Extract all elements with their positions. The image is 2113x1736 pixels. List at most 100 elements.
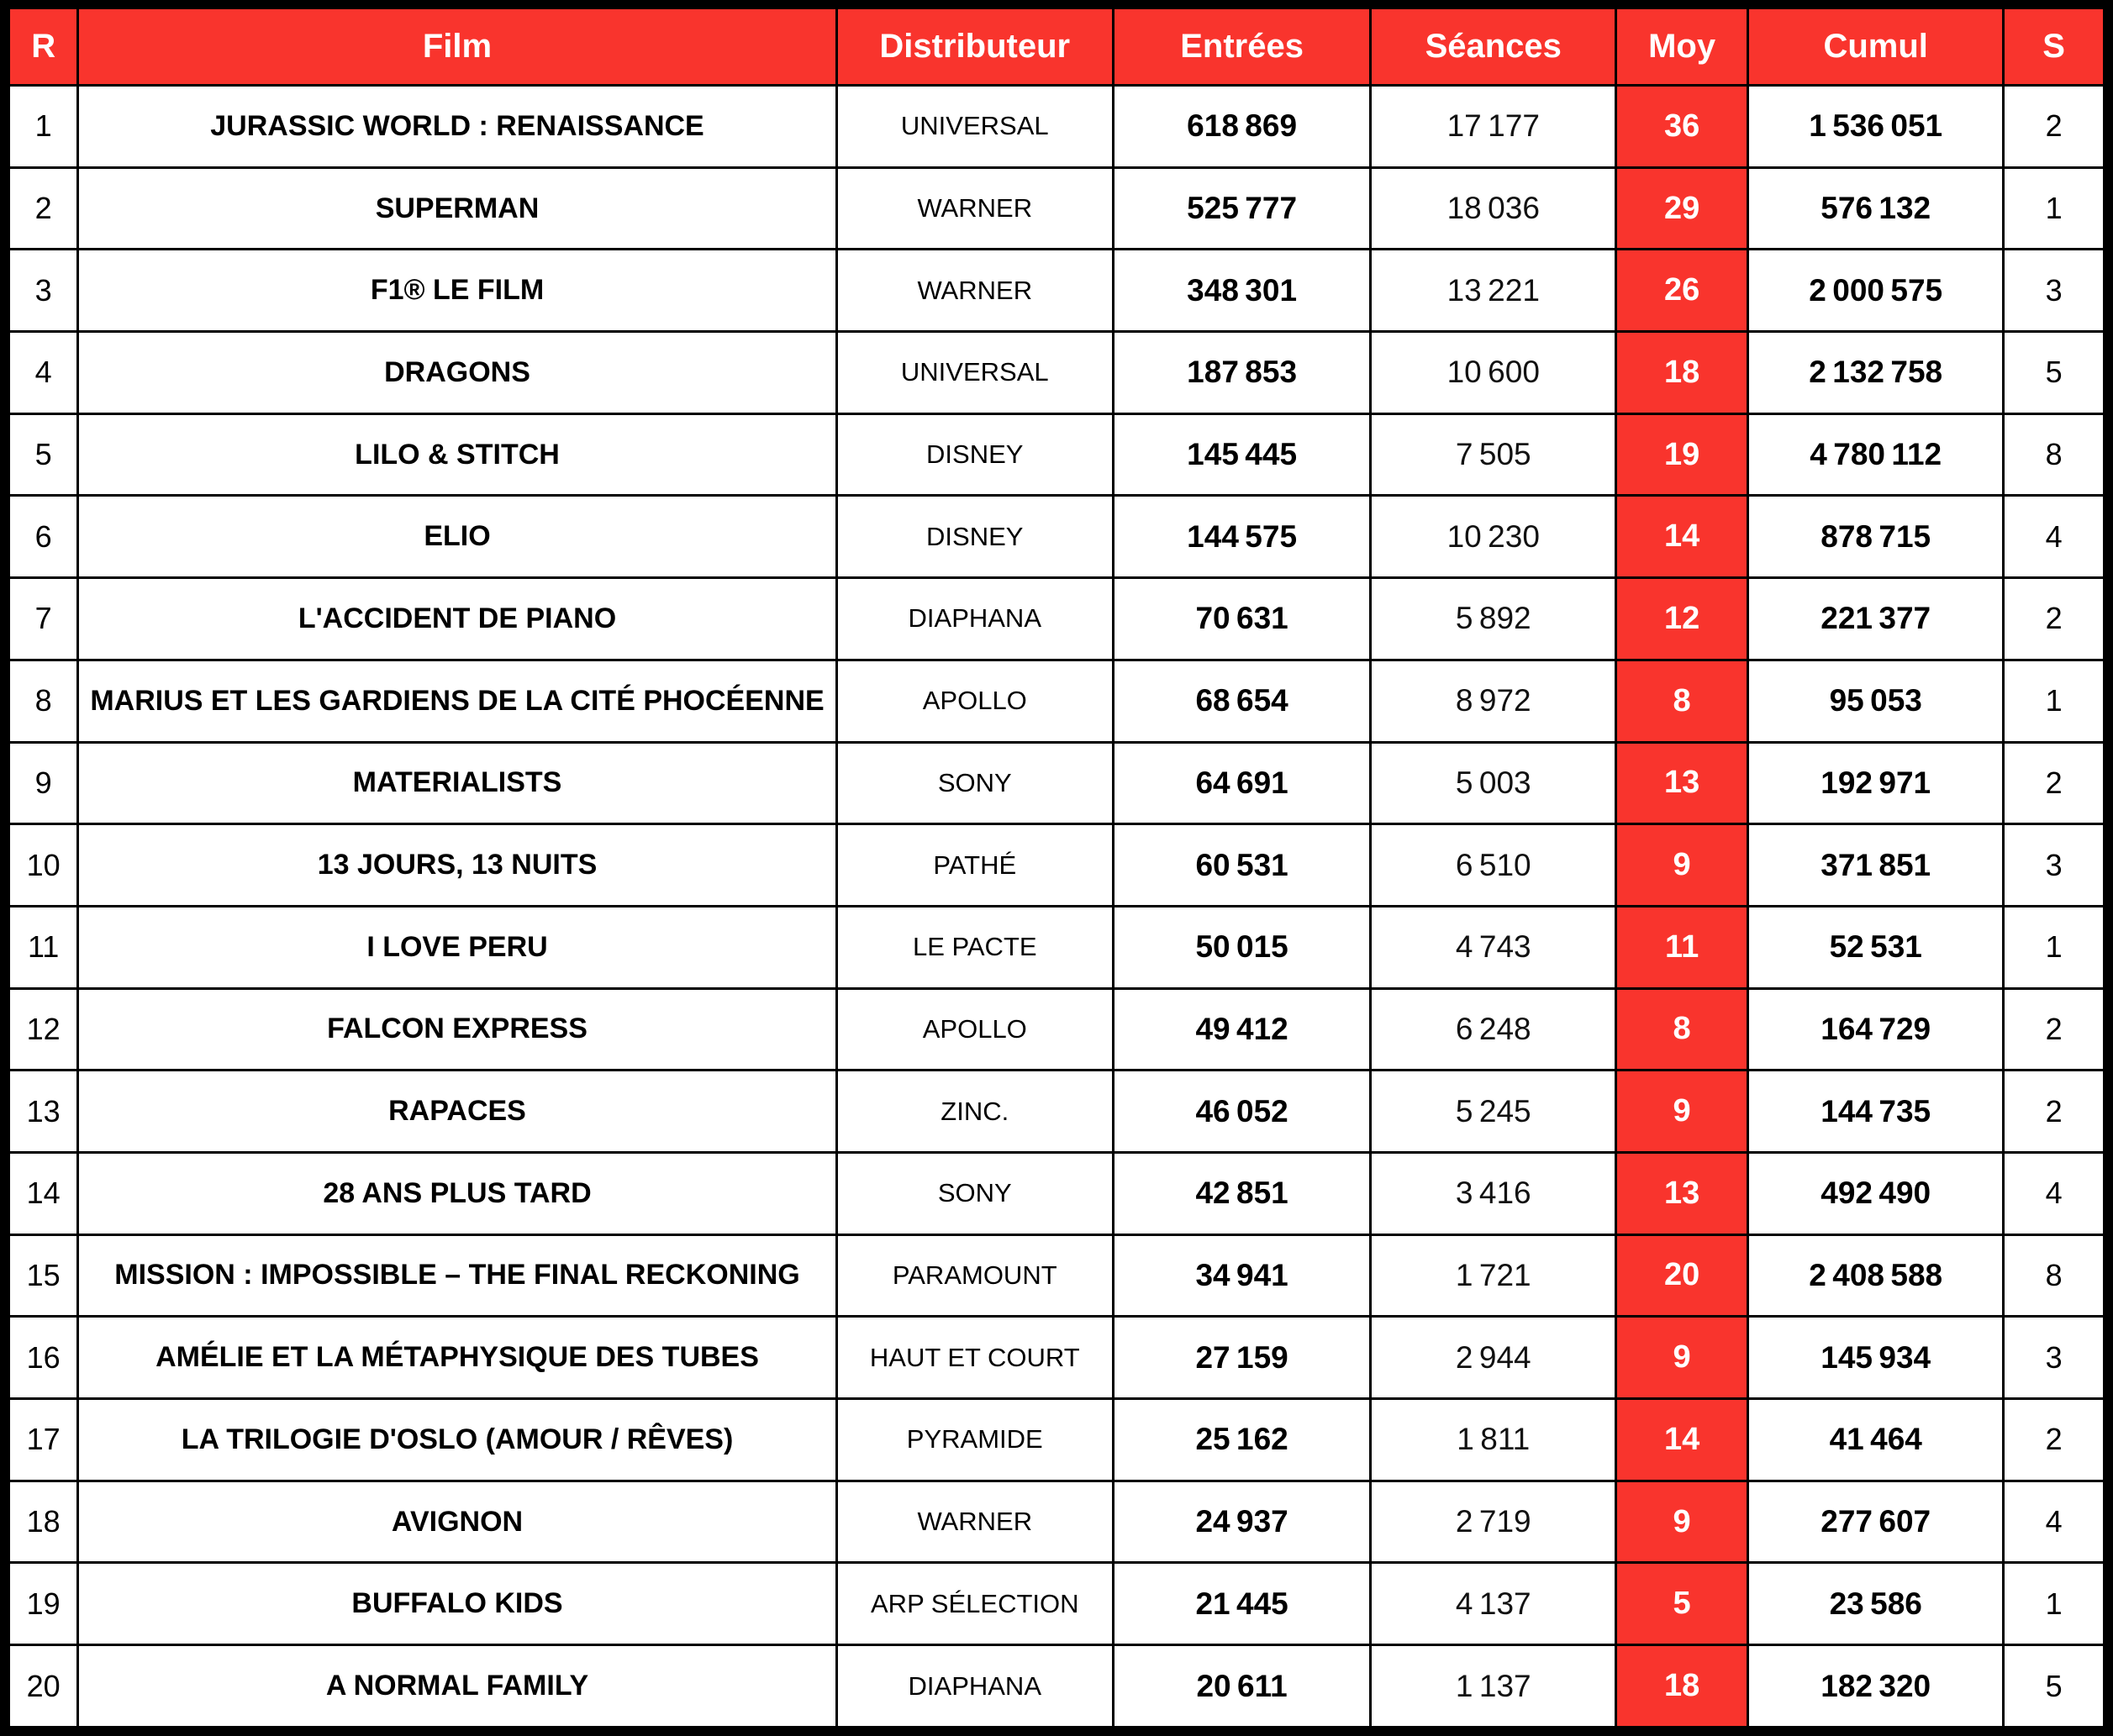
entries-cell: 70 631 [1111, 576, 1373, 661]
film-title-cell: SUPERMAN [76, 166, 838, 251]
average-cell: 19 [1615, 412, 1750, 497]
rank-cell: 4 [7, 330, 80, 415]
cumulative-cell: 4 780 112 [1747, 412, 2005, 497]
screenings-cell: 2 719 [1369, 1479, 1618, 1565]
average-cell: 36 [1615, 84, 1750, 169]
rank-cell: 1 [7, 84, 80, 169]
cumulative-cell: 492 490 [1747, 1150, 2005, 1236]
average-cell: 13 [1615, 740, 1750, 826]
entries-cell: 21 445 [1111, 1561, 1373, 1647]
distributor-cell: DIAPHANA [835, 576, 1114, 661]
screenings-cell: 1 811 [1369, 1397, 1618, 1482]
film-title-cell: LILO & STITCH [76, 412, 838, 497]
entries-cell: 27 159 [1111, 1315, 1373, 1400]
average-cell: 26 [1615, 248, 1750, 334]
distributor-cell: UNIVERSAL [835, 84, 1114, 169]
cumulative-cell: 221 377 [1747, 576, 2005, 661]
cumulative-cell: 144 735 [1747, 1069, 2005, 1154]
distributor-cell: DISNEY [835, 412, 1114, 497]
entries-cell: 34 941 [1111, 1233, 1373, 1318]
weeks-cell: 3 [2002, 1315, 2105, 1400]
screenings-cell: 4 743 [1369, 904, 1618, 990]
distributor-cell: APOLLO [835, 658, 1114, 744]
distributor-cell: APOLLO [835, 986, 1114, 1072]
cumulative-cell: 145 934 [1747, 1315, 2005, 1400]
weeks-cell: 2 [2002, 1069, 2105, 1154]
cumulative-cell: 164 729 [1747, 986, 2005, 1072]
cumulative-cell: 41 464 [1747, 1397, 2005, 1482]
cumulative-cell: 182 320 [1747, 1644, 2005, 1728]
cumulative-cell: 576 132 [1747, 166, 2005, 251]
rank-cell: 7 [7, 576, 80, 661]
entries-cell: 25 162 [1111, 1397, 1373, 1482]
table-row: 11 I LOVE PERU LE PACTE 50 015 4 743 11 52 531… [7, 904, 2105, 990]
film-title-cell: L'ACCIDENT DE PIANO [76, 576, 838, 661]
average-cell: 14 [1615, 494, 1750, 580]
rank-cell: 20 [7, 1644, 80, 1728]
rank-cell: 14 [7, 1150, 80, 1236]
distributor-cell: WARNER [835, 248, 1114, 334]
cumulative-cell: 192 971 [1747, 740, 2005, 826]
table-row: 15 MISSION : IMPOSSIBLE – THE FINAL RECKO… [7, 1233, 2105, 1318]
entries-cell: 348 301 [1111, 248, 1373, 334]
screenings-cell: 1 137 [1369, 1644, 1618, 1728]
column-header-weeks: S [2002, 7, 2105, 87]
film-title-cell: 13 JOURS, 13 NUITS [76, 823, 838, 907]
screenings-cell: 13 221 [1369, 248, 1618, 334]
column-header-cumulative: Cumul [1747, 7, 2005, 87]
column-header-screenings: Séances [1369, 7, 1618, 87]
screenings-cell: 5 245 [1369, 1069, 1618, 1154]
distributor-cell: PATHÉ [835, 823, 1114, 907]
column-header-film: Film [76, 7, 838, 87]
distributor-cell: PYRAMIDE [835, 1397, 1114, 1482]
weeks-cell: 1 [2002, 658, 2105, 744]
distributor-cell: PARAMOUNT [835, 1233, 1114, 1318]
weeks-cell: 1 [2002, 166, 2105, 251]
table-row: 13 RAPACES ZINC. 46 052 5 245 9 144 735 2 [7, 1069, 2105, 1154]
distributor-cell: UNIVERSAL [835, 330, 1114, 415]
average-cell: 8 [1615, 986, 1750, 1072]
column-header-distributor: Distributeur [835, 7, 1114, 87]
rank-cell: 16 [7, 1315, 80, 1400]
film-title-cell: RAPACES [76, 1069, 838, 1154]
screenings-cell: 6 248 [1369, 986, 1618, 1072]
average-cell: 5 [1615, 1561, 1750, 1647]
average-cell: 8 [1615, 658, 1750, 744]
cumulative-cell: 23 586 [1747, 1561, 2005, 1647]
film-title-cell: AMÉLIE ET LA MÉTAPHYSIQUE DES TUBES [76, 1315, 838, 1400]
box-office-table: R Film Distributeur Entrées Séances Moy … [7, 7, 2105, 1728]
table-row: 5 LILO & STITCH DISNEY 145 445 7 505 19 4 780 … [7, 412, 2105, 497]
rank-cell: 2 [7, 166, 80, 251]
film-title-cell: JURASSIC WORLD : RENAISSANCE [76, 84, 838, 169]
weeks-cell: 3 [2002, 248, 2105, 334]
screenings-cell: 5 892 [1369, 576, 1618, 661]
film-title-cell: F1® LE FILM [76, 248, 838, 334]
entries-cell: 525 777 [1111, 166, 1373, 251]
rank-cell: 11 [7, 904, 80, 990]
cumulative-cell: 371 851 [1747, 823, 2005, 907]
weeks-cell: 8 [2002, 1233, 2105, 1318]
table-row: 19 BUFFALO KIDS ARP SÉLECTION 21 445 4 137 5 2… [7, 1561, 2105, 1647]
distributor-cell: DISNEY [835, 494, 1114, 580]
table-row: 3 F1® LE FILM WARNER 348 301 13 221 26 2 000 5… [7, 248, 2105, 334]
screenings-cell: 4 137 [1369, 1561, 1618, 1647]
screenings-cell: 17 177 [1369, 84, 1618, 169]
screenings-cell: 3 416 [1369, 1150, 1618, 1236]
rank-cell: 8 [7, 658, 80, 744]
weeks-cell: 2 [2002, 740, 2105, 826]
average-cell: 20 [1615, 1233, 1750, 1318]
weeks-cell: 2 [2002, 986, 2105, 1072]
average-cell: 9 [1615, 1315, 1750, 1400]
header-row: R Film Distributeur Entrées Séances Moy … [7, 7, 2105, 87]
table-row: 17 LA TRILOGIE D'OSLO (AMOUR / RÊVES) PYRA… [7, 1397, 2105, 1482]
entries-cell: 68 654 [1111, 658, 1373, 744]
film-title-cell: AVIGNON [76, 1479, 838, 1565]
screenings-cell: 6 510 [1369, 823, 1618, 907]
weeks-cell: 5 [2002, 1644, 2105, 1728]
rank-cell: 12 [7, 986, 80, 1072]
average-cell: 14 [1615, 1397, 1750, 1482]
entries-cell: 50 015 [1111, 904, 1373, 990]
average-cell: 9 [1615, 1069, 1750, 1154]
entries-cell: 64 691 [1111, 740, 1373, 826]
